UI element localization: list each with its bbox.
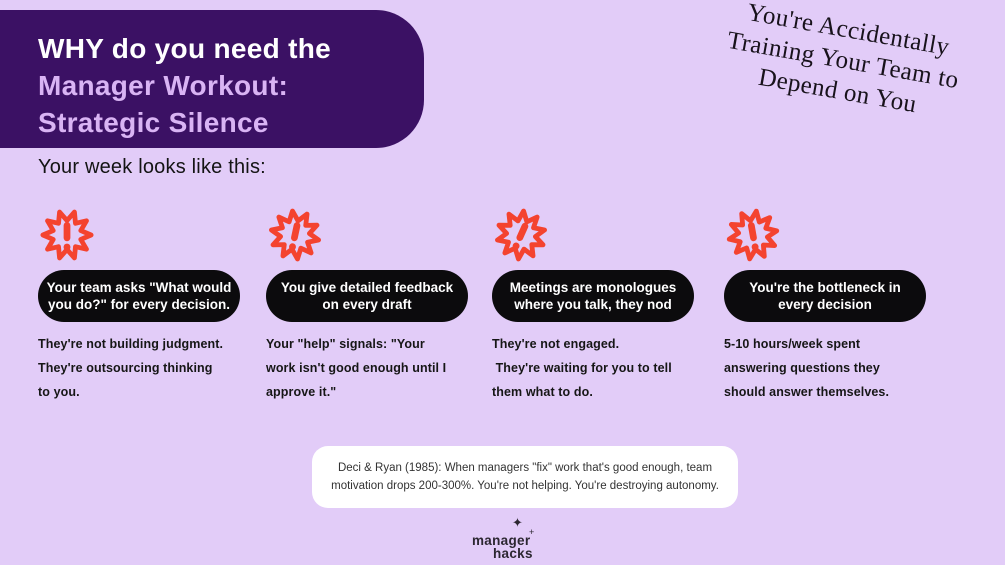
title-banner: WHY do you need the Manager Workout: Str…: [0, 10, 424, 148]
title-line-2: Manager Workout:: [38, 70, 289, 101]
problem-column-3: Meetings are monologues where you talk, …: [492, 208, 710, 404]
pill-text-line: Meetings are monologues: [509, 280, 677, 295]
citation-line-2: motivation drops 200-300%. You're not he…: [331, 480, 719, 492]
alert-burst-icon: [268, 208, 322, 262]
detail-line: to you.: [38, 385, 80, 399]
problem-detail-3: They're not engaged. They're waiting for…: [492, 332, 710, 404]
research-citation-card: Deci & Ryan (1985): When managers "fix" …: [312, 446, 738, 508]
pill-text-line: where you talk, they nod: [514, 297, 672, 312]
problem-pill-1: Your team asks "What would you do?" for …: [38, 270, 240, 322]
pill-text-line: You're the bottleneck in: [749, 280, 901, 295]
problem-column-4: You're the bottleneck in every decision …: [724, 208, 942, 404]
problem-pill-3: Meetings are monologues where you talk, …: [492, 270, 694, 322]
alert-burst-icon: [726, 208, 780, 262]
pill-text-line: every decision: [778, 297, 872, 312]
detail-line: them what to do.: [492, 385, 593, 399]
pill-text-line: You give detailed feedback: [280, 280, 454, 295]
problem-pill-2: You give detailed feedback on every draf…: [266, 270, 468, 322]
problem-column-1: Your team asks "What would you do?" for …: [38, 208, 256, 404]
detail-line: They're outsourcing thinking: [38, 361, 213, 375]
sparkle-icon: ✦: [512, 515, 523, 530]
detail-line: approve it.": [266, 385, 337, 399]
pill-text-line: Your team asks "What would: [46, 280, 232, 295]
alert-burst-icon: [494, 208, 548, 262]
citation-line-1: Deci & Ryan (1985): When managers "fix" …: [337, 462, 713, 474]
problem-detail-1: They're not building judgment. They're o…: [38, 332, 256, 404]
detail-line: answering questions they: [724, 361, 880, 375]
detail-line: They're not building judgment.: [38, 337, 224, 351]
detail-line: They're not engaged.: [492, 337, 620, 351]
logo-word-manager: manager: [472, 533, 531, 548]
manager-hacks-logo: ✦ + manager hacks: [472, 515, 564, 564]
problem-detail-4: 5-10 hours/week spent answering question…: [724, 332, 942, 404]
detail-line: should answer themselves.: [724, 385, 890, 399]
problem-pill-4: You're the bottleneck in every decision: [724, 270, 926, 322]
detail-line: Your "help" signals: "Your: [266, 337, 425, 351]
rotated-tagline: You're Accidentally Training Your Team t…: [680, 0, 1005, 134]
title-line-1: WHY do you need the: [38, 33, 331, 64]
detail-line: work isn't good enough until I: [266, 361, 447, 375]
title-line-3: Strategic Silence: [38, 107, 269, 138]
problem-detail-2: Your "help" signals: "Your work isn't go…: [266, 332, 484, 404]
problem-column-2: You give detailed feedback on every draf…: [266, 208, 484, 404]
pill-text-line: you do?" for every decision.: [48, 297, 230, 312]
detail-line: They're waiting for you to tell: [492, 361, 672, 375]
logo-word-hacks: hacks: [493, 546, 533, 561]
detail-line: 5-10 hours/week spent: [724, 337, 861, 351]
intro-text: Your week looks like this:: [38, 156, 266, 178]
alert-burst-icon: [40, 208, 94, 262]
plus-sparkle-icon: +: [529, 527, 535, 537]
pill-text-line: on every draft: [322, 297, 412, 312]
